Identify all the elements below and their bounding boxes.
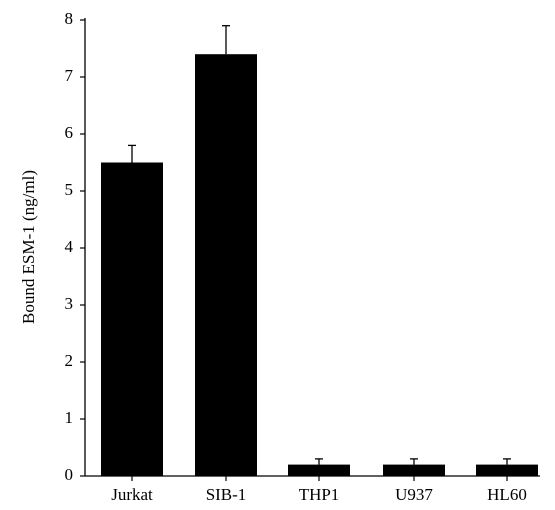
y-tick-label: 6 <box>65 123 74 142</box>
y-tick-label: 4 <box>65 237 74 256</box>
x-tick-label: Jurkat <box>111 485 153 504</box>
plot-area: 0 1 2 3 4 5 6 7 8 Jurkat SIB-1 THP1 U937 HL60 <box>65 9 540 504</box>
y-tick-label: 0 <box>65 465 74 484</box>
y-tick-label: 3 <box>65 294 74 313</box>
x-tick-label: THP1 <box>299 485 340 504</box>
y-tick-label: 8 <box>65 9 74 28</box>
y-tick-label: 2 <box>65 351 74 370</box>
y-axis-title-group: Bound ESM-1 (ng/ml) <box>19 170 38 324</box>
bar-u937 <box>383 464 445 476</box>
bar-hl60 <box>476 464 538 476</box>
y-axis-title: Bound ESM-1 (ng/ml) <box>19 170 38 324</box>
y-tick-label: 1 <box>65 408 74 427</box>
y-tick-label: 5 <box>65 180 74 199</box>
bar-sib-1 <box>195 54 257 476</box>
x-tick-label: SIB-1 <box>206 485 247 504</box>
x-tick-label: U937 <box>395 485 433 504</box>
bar-thp1 <box>288 464 350 476</box>
y-tick-label: 7 <box>65 66 74 85</box>
bar-jurkat <box>101 162 163 476</box>
x-tick-label: HL60 <box>487 485 527 504</box>
